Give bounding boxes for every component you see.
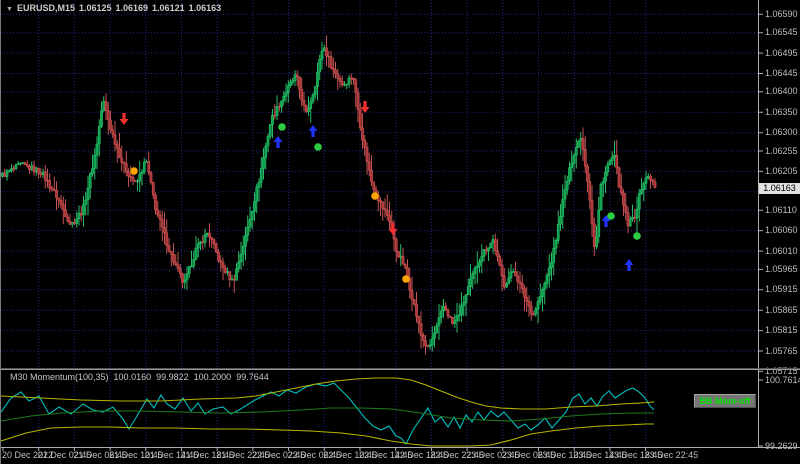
time-axis-label: 21 Dec 06:45 (73, 450, 127, 460)
signal-orange-dot (371, 192, 379, 200)
symbol-label: EURUSD,M15 (16, 3, 75, 13)
signal-up-arrow (273, 136, 283, 148)
signal-orange-dot (130, 167, 138, 175)
time-axis-label: 22 Dec 06:45 (287, 450, 342, 460)
time-axis-label: 22 Dec 18:45 (394, 450, 449, 460)
indicator-line-middle-line (1, 407, 654, 422)
time-axis-label: 21 Dec 22:45 (216, 450, 270, 460)
time-axis-label: 21 Dec 18:45 (180, 450, 235, 460)
signal-down-arrow (360, 101, 370, 113)
indicator-axis-top-label: 100.7614 (765, 374, 800, 385)
price-axis-label: 1.06400 (765, 86, 798, 97)
symbol-dropdown-icon[interactable]: ▼ (6, 6, 13, 13)
time-axis-label: 21 Dec 14:45 (144, 450, 199, 460)
ohlc-close: 1.06163 (188, 3, 222, 13)
time-axis-label: 21 Dec 10:45 (109, 450, 163, 460)
candle-up-bodies (1, 47, 650, 347)
ohlc-open: 1.06125 (78, 3, 112, 13)
price-axis-label: 1.06110 (765, 204, 797, 215)
time-axis-label: 21 Dec 02:45 (37, 450, 92, 460)
price-axis-label: 1.06010 (765, 245, 798, 256)
indicator-axis-bottom-label: 99.2629 (765, 440, 798, 451)
candle-up-wicks (2, 41, 649, 352)
price-axis-label: 1.06255 (765, 145, 798, 156)
price-axis-label: 1.05865 (765, 304, 798, 315)
time-axis-label: 23 Dec 06:45 (501, 450, 556, 460)
price-axis-label: 1.05815 (765, 325, 798, 336)
time-axis-label: 22 Dec 02:45 (251, 450, 306, 460)
time-axis-label: 22 Dec 10:45 (323, 450, 377, 460)
candle-down-wicks (4, 35, 656, 355)
indicator-line-lower-band (1, 423, 654, 447)
time-axis-label: 23 Dec 10:45 (537, 450, 592, 460)
time-axis-label: 23 Dec 22:45 (644, 450, 699, 460)
price-axis-label: 1.06590 (765, 8, 798, 19)
grid-layer (1, 0, 758, 447)
bb-mom-toggle-button[interactable]: BB Mom-off (694, 394, 756, 408)
signal-orange-dot (402, 275, 410, 283)
current-price-tag: 1.06163 (759, 183, 800, 195)
ohlc-high: 1.06169 (115, 3, 149, 13)
signal-down-arrow (119, 113, 129, 125)
price-axis-label: 1.05765 (765, 345, 798, 356)
symbol-ohlc-bar: ▼ EURUSD,M15 1.06125 1.06169 1.06121 1.06163 (6, 3, 225, 13)
signal-green-dot (314, 143, 322, 151)
signal-green-dot (607, 212, 615, 220)
indicator-header: M30 Momentum(100,35) 100.0160 99.9822 100.2… (10, 372, 274, 382)
time-axis-label: 23 Dec 02:45 (466, 450, 520, 460)
price-axis-label: 1.06060 (765, 225, 798, 236)
price-axis-label: 1.05915 (765, 284, 798, 295)
time-axis-label: 22 Dec 22:45 (430, 450, 484, 460)
price-axis-label: 1.06300 (765, 127, 798, 138)
panel-separator[interactable] (1, 368, 800, 370)
time-axis-label: 20 Dec 2022 (2, 450, 54, 460)
signal-green-dot (278, 123, 286, 131)
indicator-line-momentum (1, 382, 655, 445)
indicator-value-4: 99.7644 (236, 372, 269, 382)
price-axis-label: 1.06350 (765, 106, 798, 117)
price-axis-label: 1.06205 (765, 165, 798, 176)
price-axis-label: 1.05715 (765, 365, 798, 376)
indicator-line-upper-band (1, 377, 655, 410)
candle-down-bodies (3, 47, 657, 347)
price-axis-label: 1.06495 (765, 47, 798, 58)
price-axis-label: 1.06545 (765, 27, 798, 38)
indicator-value-2: 99.9822 (156, 372, 189, 382)
axis-ticks (2, 13, 763, 451)
price-axis-label: 1.05965 (765, 263, 798, 274)
indicator-value-1: 100.0160 (113, 372, 152, 382)
indicator-value-3: 100.2000 (193, 372, 232, 382)
signal-green-dot (633, 232, 641, 240)
signal-up-arrow (624, 259, 634, 271)
signal-up-arrow (308, 125, 318, 137)
indicator-name: M30 Momentum(100,35) (10, 372, 109, 382)
signal-down-arrow (388, 223, 398, 235)
time-axis-label: 22 Dec 14:45 (359, 450, 413, 460)
ohlc-low: 1.06121 (152, 3, 185, 13)
price-axis-label: 1.06445 (765, 67, 798, 78)
time-axis-label: 23 Dec 18:45 (608, 450, 663, 460)
time-axis-label: 23 Dec 14:45 (573, 450, 627, 460)
